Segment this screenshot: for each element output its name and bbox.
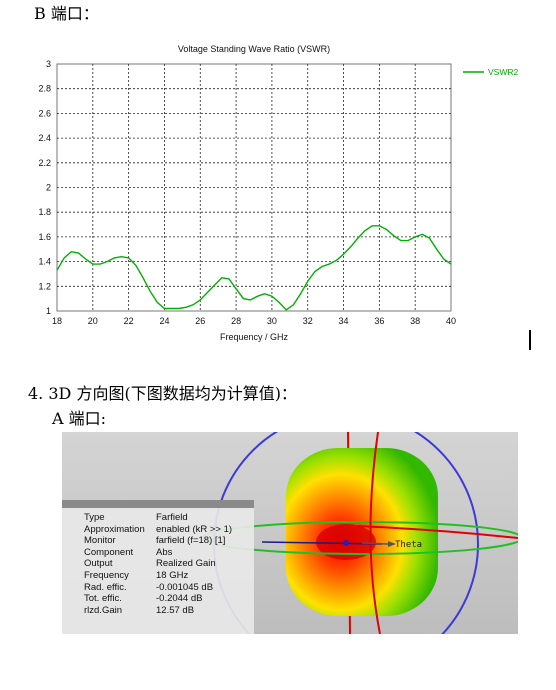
info-key: Rad. effic. <box>84 581 127 593</box>
info-value: -0.2044 dB <box>156 593 203 605</box>
info-value: Abs <box>156 546 173 558</box>
farfield-3d-view: Theta Type Farfield Approximation enabled (… <box>62 432 518 634</box>
x-tick-label: 24 <box>159 316 169 326</box>
phi-arc <box>369 432 381 634</box>
vswr-chart: Voltage Standing Wave Ratio (VSWR) 18 20 2… <box>12 38 524 350</box>
section-4-heading: 4. 3D 方向图(下图数据均为计算值)： <box>28 384 297 403</box>
origin-point <box>343 540 349 546</box>
info-row: Rad. effic. -0.001045 dB <box>62 582 254 594</box>
x-tick-label: 34 <box>339 316 349 326</box>
theta-arrow-head <box>388 541 396 547</box>
x-axis-label: Frequency / GHz <box>220 332 289 342</box>
farfield-info-panel: Type Farfield Approximation enabled (kR >> … <box>62 500 254 634</box>
info-value: 18 GHz <box>156 569 189 581</box>
vswr-chart-svg: Voltage Standing Wave Ratio (VSWR) 18 20 2… <box>38 44 519 342</box>
grid <box>57 64 451 311</box>
info-key: Output <box>84 558 113 570</box>
y-tick-label: 1.4 <box>38 257 51 267</box>
theta-arc <box>357 525 518 539</box>
legend-label-vswr2: VSWR2 <box>488 67 519 77</box>
info-key: Approximation <box>84 523 145 535</box>
y-tick-label: 2.2 <box>38 158 51 168</box>
info-key: rlzd.Gain <box>84 604 123 616</box>
info-value: Farfield <box>156 512 188 523</box>
info-row: Monitor farfield (f=18) [1] <box>62 535 254 547</box>
x-tick-label: 36 <box>374 316 384 326</box>
info-value: farfield (f=18) [1] <box>156 535 226 547</box>
info-row: rlzd.Gain 12.57 dB <box>62 605 254 617</box>
section-b-heading: B 端口： <box>34 4 99 23</box>
x-tick-label: 20 <box>88 316 98 326</box>
y-tick-label: 1.6 <box>38 232 51 242</box>
info-row: Frequency 18 GHz <box>62 570 254 582</box>
y-tick-label: 2.4 <box>38 133 51 143</box>
info-row: Component Abs <box>62 547 254 559</box>
y-tick-label: 2.8 <box>38 84 51 94</box>
chart-title: Voltage Standing Wave Ratio (VSWR) <box>178 44 330 54</box>
x-tick-label: 22 <box>124 316 134 326</box>
x-tick-label: 26 <box>195 316 205 326</box>
text-cursor <box>529 330 531 350</box>
tick-labels: 18 20 22 24 26 28 30 32 34 36 38 40 1 1.2 1.4 1.6 1.8 2 2.… <box>38 59 456 326</box>
info-row: Approximation enabled (kR >> 1) <box>62 524 254 536</box>
y-tick-label: 1.8 <box>38 207 51 217</box>
info-row: Tot. effic. -0.2044 dB <box>62 593 254 605</box>
x-tick-label: 40 <box>446 316 456 326</box>
info-value: Realized Gain <box>156 558 216 570</box>
x-tick-label: 28 <box>231 316 241 326</box>
info-row: Type Farfield <box>62 512 254 524</box>
x-tick-label: 30 <box>267 316 277 326</box>
y-tick-label: 1 <box>46 306 51 316</box>
info-row: Output Realized Gain <box>62 558 254 570</box>
info-value: -0.001045 dB <box>156 581 214 593</box>
info-key: Monitor <box>84 535 116 547</box>
y-tick-label: 3 <box>46 59 51 69</box>
x-tick-label: 38 <box>410 316 420 326</box>
x-tick-label: 18 <box>52 316 62 326</box>
theta-label: Theta <box>395 540 422 550</box>
info-key: Tot. effic. <box>84 593 122 605</box>
series-line-vswr2 <box>56 225 452 311</box>
theta-arrow <box>361 542 389 545</box>
info-key: Type <box>84 512 105 523</box>
section-a-heading: A 端口: <box>52 409 107 428</box>
y-tick-label: 2 <box>46 183 51 193</box>
info-key: Component <box>84 546 134 558</box>
y-tick-label: 1.2 <box>38 281 51 291</box>
y-tick-label: 2.6 <box>38 108 51 118</box>
info-value: 12.57 dB <box>156 604 195 616</box>
info-key: Frequency <box>84 569 129 581</box>
info-value: enabled (kR >> 1) <box>156 523 233 535</box>
x-tick-label: 32 <box>303 316 313 326</box>
